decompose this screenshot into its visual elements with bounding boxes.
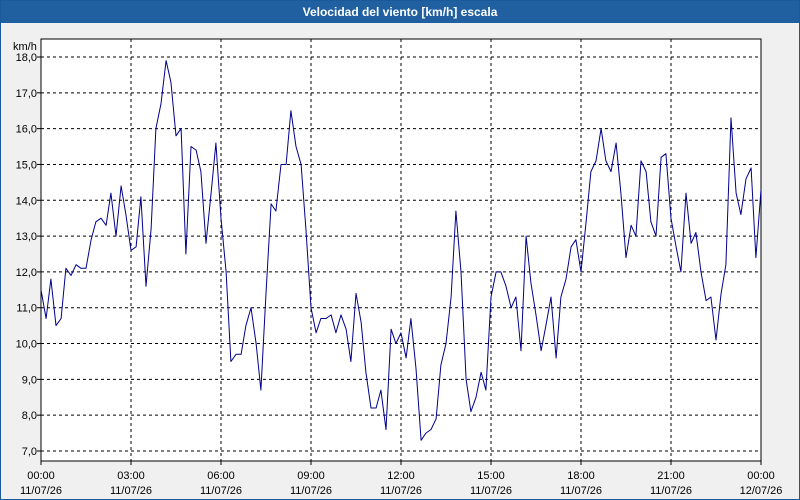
chart-title: Velocidad del viento [km/h] escala bbox=[1, 1, 799, 23]
y-axis: 7,0 8,0 9,0 10,0 11,0 12,0 13,0 14,0 15,0 16,0 17,… bbox=[16, 52, 41, 458]
y-tick-label: 8,0 bbox=[22, 410, 37, 422]
y-tick-label: 18,0 bbox=[16, 52, 37, 64]
y-tick-label: 16,0 bbox=[16, 124, 37, 136]
y-tick-label: 7,0 bbox=[22, 446, 37, 458]
x-tick-date: 11/07/26 bbox=[380, 485, 422, 497]
x-tick-time: 00:00 bbox=[747, 470, 775, 482]
y-tick-label: 12,0 bbox=[16, 267, 37, 279]
y-tick-label: 13,0 bbox=[16, 231, 37, 243]
x-tick-date: 11/07/26 bbox=[470, 485, 512, 497]
gridlines bbox=[41, 39, 761, 461]
x-tick-time: 15:00 bbox=[477, 470, 505, 482]
x-tick-time: 21:00 bbox=[657, 470, 685, 482]
x-tick-date: 11/07/26 bbox=[20, 485, 62, 497]
y-tick-label: 15,0 bbox=[16, 159, 37, 171]
x-tick-date: 11/07/26 bbox=[560, 485, 602, 497]
y-tick-label: 11,0 bbox=[16, 303, 37, 315]
x-tick-time: 03:00 bbox=[117, 470, 145, 482]
y-tick-label: 10,0 bbox=[16, 339, 37, 351]
x-tick-time: 18:00 bbox=[567, 470, 595, 482]
x-tick-time: 09:00 bbox=[297, 470, 325, 482]
series-line-wind-speed bbox=[40, 60, 762, 441]
y-tick-label: 14,0 bbox=[16, 195, 37, 207]
x-tick-date: 11/07/26 bbox=[290, 485, 332, 497]
x-axis: 00:00 11/07/26 03:00 11/07/26 06:00 11/07/26 0… bbox=[20, 461, 782, 497]
x-tick-time: 06:00 bbox=[207, 470, 235, 482]
x-tick-time: 12:00 bbox=[387, 470, 415, 482]
x-tick-date: 11/07/26 bbox=[110, 485, 152, 497]
x-tick-date: 12/07/26 bbox=[740, 485, 783, 497]
x-tick-time: 00:00 bbox=[27, 470, 55, 482]
x-tick-date: 11/07/26 bbox=[200, 485, 242, 497]
y-tick-label: 9,0 bbox=[22, 374, 37, 386]
x-tick-date: 11/07/26 bbox=[650, 485, 692, 497]
series-layer bbox=[40, 60, 762, 441]
y-axis-label: km/h bbox=[13, 41, 37, 53]
y-tick-label: 17,0 bbox=[16, 88, 37, 100]
